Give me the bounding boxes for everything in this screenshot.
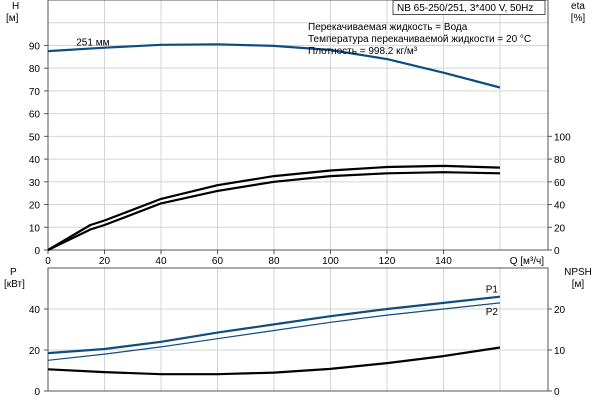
x-tick-label: 0 <box>45 256 51 267</box>
plot-frame <box>47 267 549 392</box>
y-axis-unit: [кВт] <box>4 279 25 290</box>
y2-tick-label: 40 <box>554 201 566 212</box>
y-tick-label: 50 <box>29 132 41 143</box>
y-tick-label: 30 <box>29 178 41 189</box>
series-line <box>47 43 501 89</box>
y2-tick-label: 100 <box>554 132 571 143</box>
series-label: 251 мм <box>76 38 109 49</box>
x-tick-label: 60 <box>212 256 224 267</box>
series-label: P1 <box>486 285 499 296</box>
y-tick-label: 60 <box>29 110 41 121</box>
x-tick-label: 120 <box>379 256 396 267</box>
series-line <box>47 346 501 376</box>
y2-axis-label: NPSH <box>564 267 592 278</box>
y2-axis-unit: [м] <box>572 279 585 290</box>
y-axis-label: H <box>12 1 19 12</box>
series-line <box>47 164 501 251</box>
x-tick-label: 100 <box>322 256 339 267</box>
y-axis-label: P <box>10 267 17 278</box>
y-tick-label: 40 <box>29 155 41 166</box>
y2-tick-label: 0 <box>554 246 560 257</box>
y-tick-label: 20 <box>29 346 41 357</box>
y-tick-label: 70 <box>29 87 41 98</box>
x-tick-label: 80 <box>268 256 280 267</box>
info-box-text: NB 65-250/251, 3*400 V, 50Hz <box>397 3 533 14</box>
fluid-note: Плотность = 998.2 кг/м³ <box>308 46 418 57</box>
y-tick-label: 20 <box>29 201 41 212</box>
y-tick-label: 90 <box>29 41 41 52</box>
x-tick-label: 20 <box>99 256 111 267</box>
series-line <box>47 171 501 251</box>
plot-frame <box>47 0 549 251</box>
x-tick-label: 40 <box>155 256 167 267</box>
y2-tick-label: 20 <box>554 305 566 316</box>
y-tick-label: 80 <box>29 64 41 75</box>
series-label: P2 <box>486 307 499 318</box>
y2-tick-label: 60 <box>554 178 566 189</box>
y2-tick-label: 80 <box>554 155 566 166</box>
x-tick-label: 140 <box>435 256 452 267</box>
fluid-note: Температура перекачиваемой жидкости = 20… <box>308 34 531 45</box>
y-tick-label: 10 <box>29 223 41 234</box>
series-line <box>47 302 501 361</box>
info-box <box>392 0 546 15</box>
x-axis-label: Q [м³/ч] <box>510 256 545 267</box>
y-axis-unit: [м] <box>6 13 19 24</box>
y2-tick-label: 10 <box>554 346 566 357</box>
y2-axis-label: eta <box>571 1 585 12</box>
y2-tick-label: 20 <box>554 223 566 234</box>
y-tick-label: 0 <box>34 246 40 257</box>
fluid-note: Перекачиваемая жидкость = Вода <box>308 22 468 33</box>
y-tick-label: 40 <box>29 305 41 316</box>
series-line <box>47 295 501 355</box>
y2-tick-label: 0 <box>554 387 560 398</box>
y-tick-label: 0 <box>34 387 40 398</box>
y2-axis-unit: [%] <box>571 13 586 24</box>
